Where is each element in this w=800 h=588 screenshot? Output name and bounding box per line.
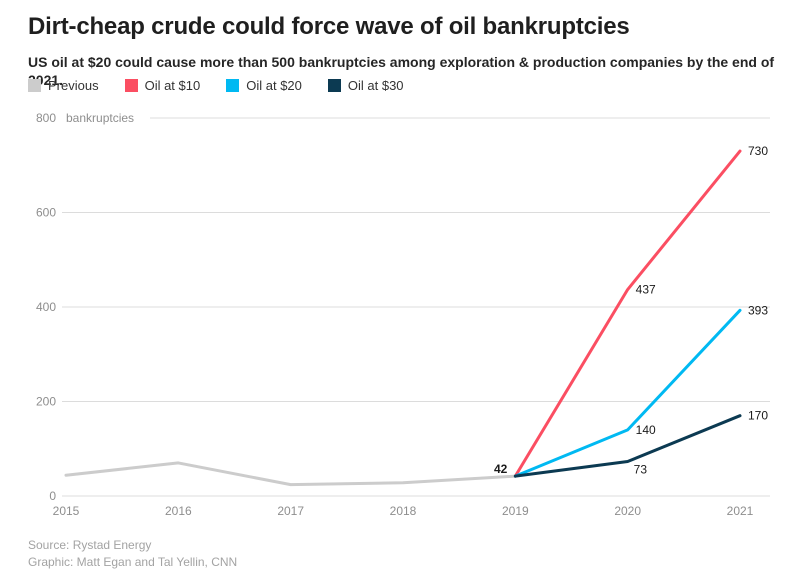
y-tick-label: 0 <box>49 489 56 503</box>
series-line-previous <box>64 461 517 487</box>
data-label-42: 42 <box>494 462 508 476</box>
data-label-140: 140 <box>636 423 656 437</box>
series-line-oil-at-20 <box>513 308 742 478</box>
y-tick-label: 600 <box>36 206 56 220</box>
legend-label: Oil at $10 <box>144 78 201 93</box>
source-line: Source: Rystad Energy <box>28 538 152 552</box>
series-line-oil-at-30 <box>513 414 742 478</box>
credit-line: Graphic: Matt Egan and Tal Yellin, CNN <box>28 555 238 569</box>
y-tick-label: 400 <box>36 300 56 314</box>
legend-item-previous: Previous <box>28 78 99 93</box>
legend-label: Oil at $30 <box>347 78 404 93</box>
data-label-730: 730 <box>748 144 768 158</box>
series-line-oil-at-10 <box>513 149 742 478</box>
chart-footer: Source: Rystad Energy Graphic: Matt Egan… <box>28 537 237 571</box>
y-tick-label: 800 <box>36 111 56 125</box>
x-tick-label: 2020 <box>614 504 641 518</box>
data-label-73: 73 <box>634 463 648 477</box>
data-label-170: 170 <box>748 409 768 423</box>
legend-item-oil-at-30: Oil at $30 <box>327 78 404 93</box>
x-tick-label: 2016 <box>165 504 192 518</box>
data-label-393: 393 <box>748 303 768 317</box>
legend-swatch <box>327 79 341 92</box>
legend-label: Oil at $20 <box>246 78 302 93</box>
legend-label: Previous <box>48 78 99 93</box>
legend-swatch <box>124 79 138 92</box>
x-tick-label: 2015 <box>53 504 80 518</box>
y-axis-unit-label: bankruptcies <box>66 111 134 125</box>
x-tick-label: 2021 <box>727 504 754 518</box>
legend-item-oil-at-10: Oil at $10 <box>124 78 201 93</box>
data-label-437: 437 <box>636 283 656 297</box>
x-tick-label: 2019 <box>502 504 529 518</box>
legend-item-oil-at-20: Oil at $20 <box>226 78 302 93</box>
chart-title: Dirt-cheap crude could force wave of oil… <box>28 13 630 40</box>
legend-swatch <box>226 79 240 92</box>
y-tick-label: 200 <box>36 395 56 409</box>
x-tick-label: 2018 <box>390 504 417 518</box>
x-tick-label: 2017 <box>277 504 304 518</box>
legend: Previous Oil at $10 Oil at $20 Oil at $30 <box>28 78 404 93</box>
legend-swatch <box>28 79 41 92</box>
